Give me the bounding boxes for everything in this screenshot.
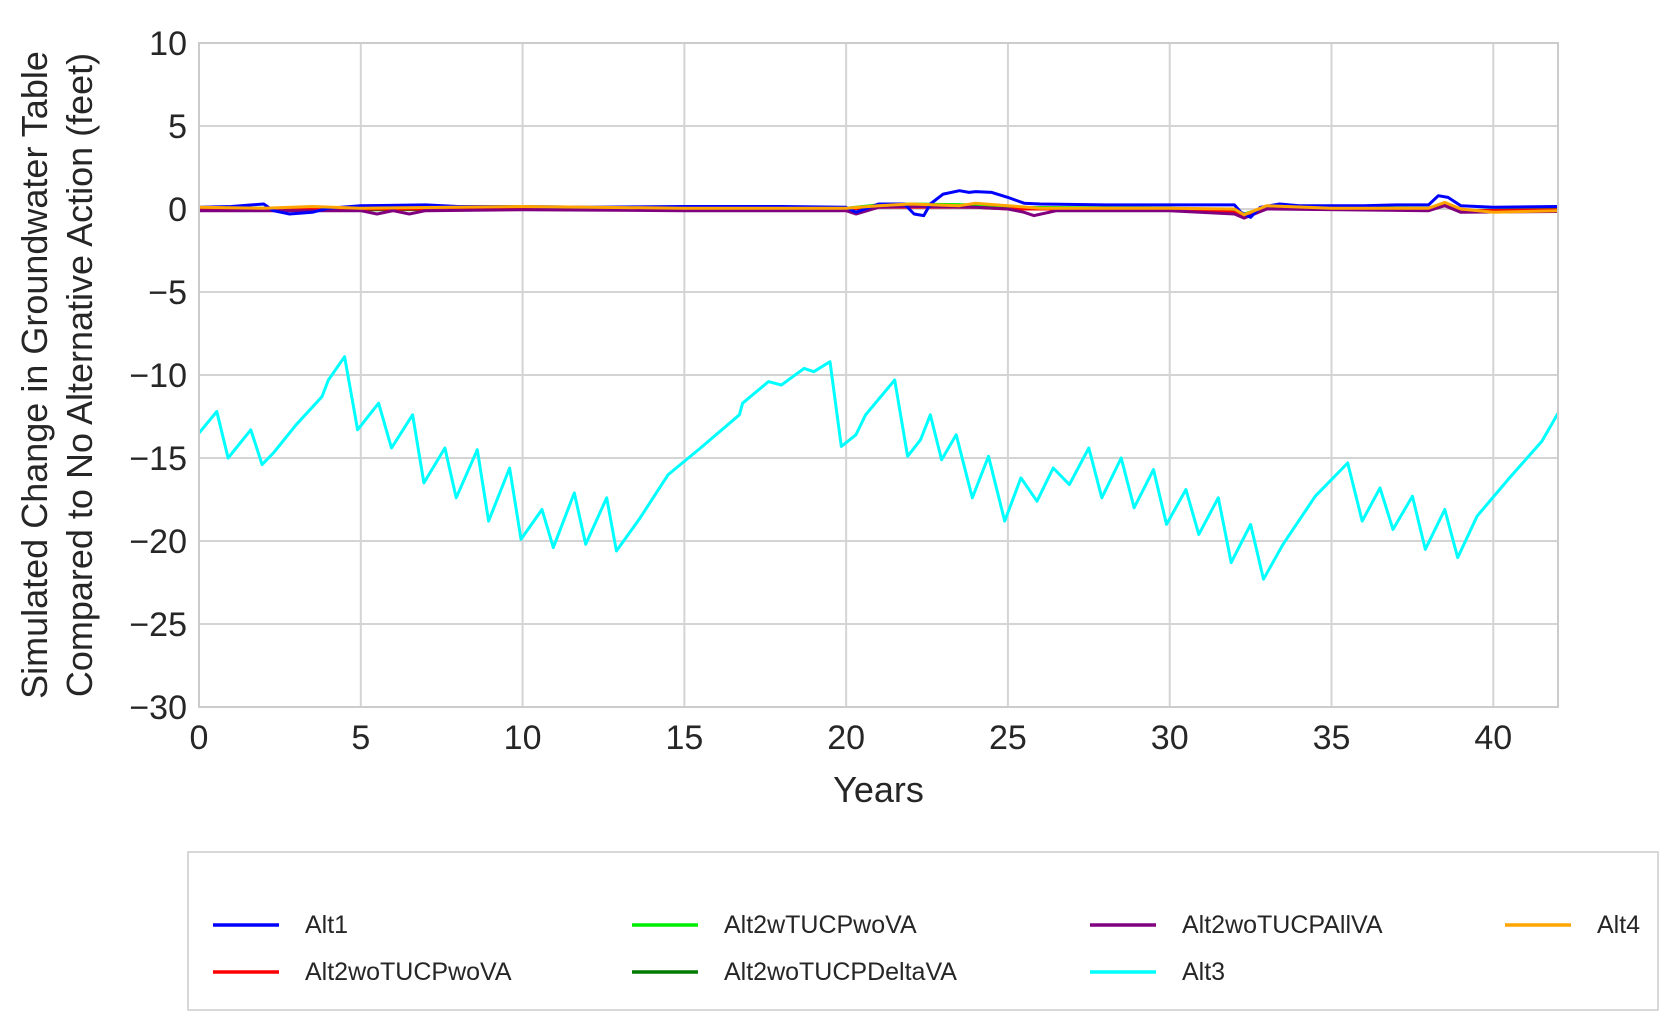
y-tick-label: −15 (129, 440, 187, 478)
legend-label: Alt2woTUCPwoVA (305, 958, 512, 986)
plot-series (199, 191, 1558, 580)
series-line-alt3 (199, 357, 1558, 580)
x-tick-label: 10 (504, 719, 542, 757)
legend-box (188, 852, 1658, 1010)
tick-labels: 0 5 10 15 20 25 30 35 40 10 5 0 −5 −10 −15 −20 −25 −30 (129, 25, 1512, 757)
y-tick-label: −10 (129, 357, 187, 395)
y-tick-label: 5 (168, 108, 187, 146)
legend-label: Alt4 (1597, 911, 1640, 939)
x-tick-label: 30 (1151, 719, 1189, 757)
legend-label: Alt3 (1182, 958, 1225, 986)
x-tick-label: 25 (989, 719, 1027, 757)
x-tick-label: 35 (1313, 719, 1351, 757)
legend-label: Alt1 (305, 911, 348, 939)
y-tick-label: −25 (129, 606, 187, 644)
legend-label: Alt2wTUCPwoVA (724, 911, 917, 939)
grid (199, 43, 1558, 707)
legend: Alt1 Alt2wTUCPwoVA Alt2woTUCPAllVA Alt4 Alt2… (188, 852, 1658, 1010)
y-tick-label: 0 (168, 191, 187, 229)
x-tick-label: 0 (190, 719, 209, 757)
legend-label: Alt2woTUCPAllVA (1182, 911, 1383, 939)
x-tick-label: 20 (827, 719, 865, 757)
legend-label: Alt2woTUCPDeltaVA (724, 958, 957, 986)
x-tick-label: 40 (1474, 719, 1512, 757)
y-tick-label: −30 (129, 689, 187, 727)
x-tick-label: 5 (351, 719, 370, 757)
y-tick-label: −20 (129, 523, 187, 561)
y-tick-label: 10 (149, 25, 187, 63)
y-axis-title-line1: Simulated Change in Groundwater Table (14, 51, 55, 699)
y-tick-label: −5 (148, 274, 187, 312)
x-axis-title: Years (833, 769, 924, 810)
y-axis-title-line2: Compared to No Alternative Action (feet) (59, 53, 100, 697)
x-tick-label: 15 (665, 719, 703, 757)
